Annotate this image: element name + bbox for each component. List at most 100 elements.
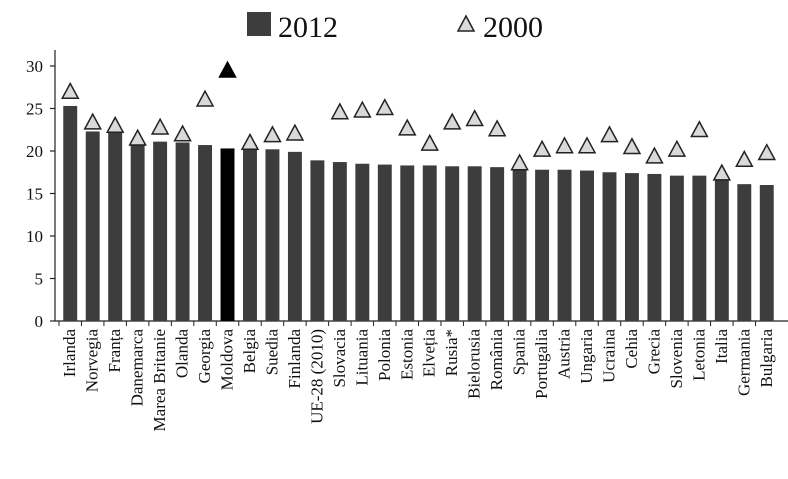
bar xyxy=(535,169,550,321)
category-label: Portugalia xyxy=(532,329,551,399)
category-label: Suedia xyxy=(262,329,281,376)
bar xyxy=(557,169,572,321)
bar xyxy=(692,175,707,321)
marker-point xyxy=(353,100,372,118)
category-label: Polonia xyxy=(375,329,394,381)
bar-series-2012 xyxy=(63,105,774,321)
category-label: Grecia xyxy=(644,329,663,375)
marker-point xyxy=(645,146,664,164)
bar xyxy=(580,170,594,321)
legend-label-2012: 2012 xyxy=(278,11,338,44)
y-tick-label: 0 xyxy=(35,312,44,331)
marker-point xyxy=(128,128,147,146)
bar xyxy=(512,168,527,321)
legend-label-2000: 2000 xyxy=(483,11,543,44)
category-label: Norvegia xyxy=(83,329,102,393)
category-label: Estonia xyxy=(397,329,416,380)
marker-point xyxy=(263,125,282,143)
bar xyxy=(714,178,729,321)
bar xyxy=(490,167,505,321)
bar xyxy=(332,162,347,321)
marker-point xyxy=(173,124,192,142)
marker-point xyxy=(285,123,305,141)
bar xyxy=(243,146,257,321)
legend-swatch-2012 xyxy=(247,12,271,36)
y-tick-label: 10 xyxy=(26,227,43,246)
category-label: Germania xyxy=(734,329,753,396)
marker-point xyxy=(667,139,687,157)
bar xyxy=(153,141,168,321)
marker-point xyxy=(757,143,777,161)
bar xyxy=(647,173,662,321)
category-label: Spania xyxy=(510,329,529,376)
bar xyxy=(108,132,123,321)
bar xyxy=(467,166,482,321)
bar xyxy=(737,184,752,321)
bar xyxy=(85,131,100,321)
marker-point xyxy=(600,125,619,143)
category-label: Italia xyxy=(712,329,731,364)
marker-point xyxy=(105,115,125,134)
marker-point xyxy=(150,117,170,135)
bar xyxy=(63,105,78,321)
category-label: Ucraina xyxy=(599,329,618,383)
bar xyxy=(130,142,145,321)
category-label: Elveția xyxy=(420,329,439,378)
marker-point xyxy=(622,137,642,155)
marker-point xyxy=(577,136,597,154)
legend-marker-2000 xyxy=(456,14,476,32)
category-label: Moldova xyxy=(218,329,237,391)
bar xyxy=(355,163,370,321)
marker-point xyxy=(375,98,395,116)
category-label: Slovacia xyxy=(330,329,349,388)
marker-series-2000 xyxy=(60,60,777,181)
category-labels: Irlanda Norvegia Franța Danemarca Marea Brit… xyxy=(58,321,776,431)
bar xyxy=(400,165,415,321)
category-label: Bulgaria xyxy=(757,329,776,388)
marker-point xyxy=(420,133,439,151)
category-label: Rusia* xyxy=(442,329,461,376)
category-label: Georgia xyxy=(195,329,214,384)
marker-point xyxy=(442,112,462,130)
y-axis-ticks: 0 5 10 15 20 25 30 xyxy=(26,57,55,331)
category-label: Danemarca xyxy=(128,329,147,407)
marker-point xyxy=(195,89,215,107)
bar xyxy=(377,164,392,321)
category-label: Ungaria xyxy=(577,329,596,384)
category-label: Marea Britanie xyxy=(150,329,169,431)
bar xyxy=(198,145,213,321)
y-tick-label: 20 xyxy=(26,142,43,161)
marker-point xyxy=(532,139,552,157)
marker-point xyxy=(712,163,732,181)
bar xyxy=(669,175,684,321)
marker-point xyxy=(240,132,260,151)
category-label: Olanda xyxy=(173,329,192,379)
category-label: Slovenia xyxy=(667,329,686,389)
bar xyxy=(602,172,617,321)
y-tick-label: 15 xyxy=(26,185,43,204)
y-tick-label: 30 xyxy=(26,57,43,76)
legend: 2012 2000 xyxy=(247,11,543,44)
category-label: Austria xyxy=(555,329,574,380)
category-label: UE-28 (2010) xyxy=(307,329,326,424)
bar xyxy=(445,166,460,321)
marker-point xyxy=(398,118,417,136)
marker-point xyxy=(555,136,574,154)
category-label: Lituania xyxy=(352,329,371,386)
category-label: Belgia xyxy=(240,329,259,374)
bar xyxy=(175,142,190,321)
bar xyxy=(422,165,437,321)
bar xyxy=(220,148,235,321)
bar xyxy=(265,149,280,321)
bar xyxy=(759,185,774,321)
category-label: Finlanda xyxy=(285,329,304,389)
marker-point xyxy=(218,60,237,78)
marker-point xyxy=(83,112,102,130)
y-tick-label: 5 xyxy=(35,270,44,289)
marker-point xyxy=(465,109,484,127)
marker-point xyxy=(60,81,80,100)
category-label: Irlanda xyxy=(60,329,79,378)
marker-point xyxy=(690,120,709,138)
category-label: Cehia xyxy=(622,329,641,369)
